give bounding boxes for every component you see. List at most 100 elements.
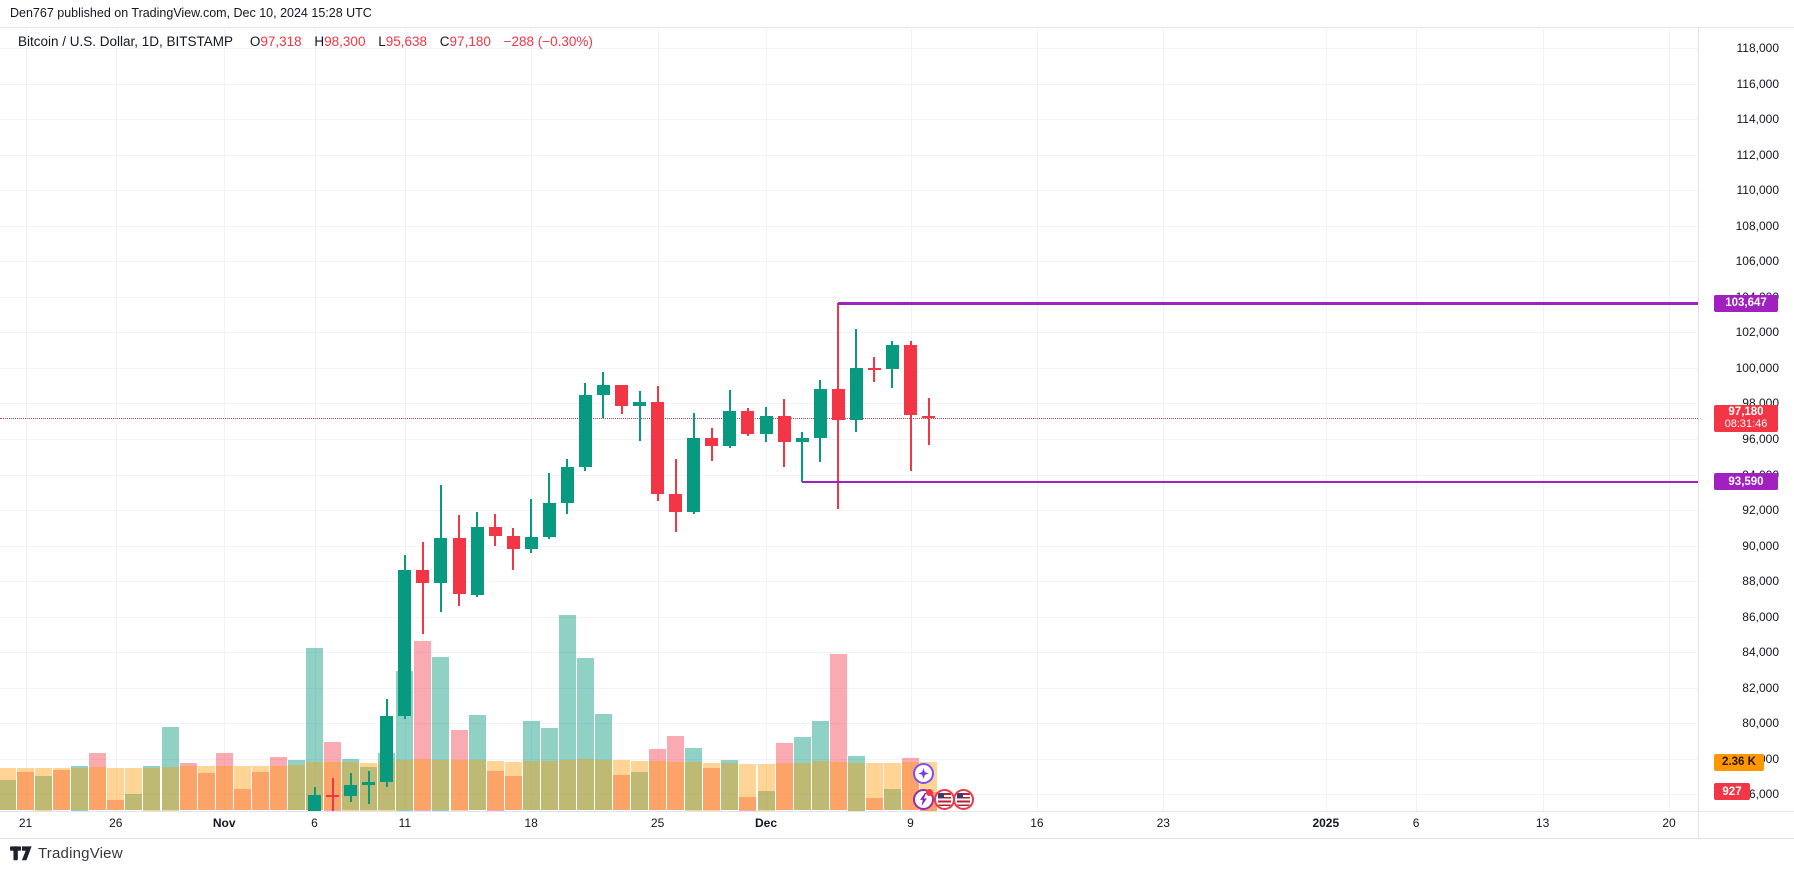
volume-ma-bar bbox=[811, 761, 829, 811]
horizontal-gridline bbox=[0, 261, 1698, 263]
attribution-text: Den767 published on TradingView.com, Dec… bbox=[10, 6, 372, 20]
vertical-gridline bbox=[1416, 27, 1418, 811]
volume-ma-bar bbox=[504, 761, 522, 811]
volume-bar bbox=[269, 757, 287, 811]
vertical-gridline bbox=[1669, 27, 1670, 811]
low-value: 95,638 bbox=[385, 34, 428, 49]
price-tick-label: 92,000 bbox=[1742, 503, 1779, 518]
horizontal-gridline bbox=[0, 154, 1698, 156]
current-price-line bbox=[0, 418, 1698, 419]
price-tick-label: 106,000 bbox=[1735, 254, 1779, 269]
time-tick-label: 23 bbox=[1156, 816, 1170, 830]
volume-bar bbox=[847, 755, 865, 811]
chart-bottom-border bbox=[0, 838, 1794, 839]
volume-ma-label: 2.36 K bbox=[1714, 753, 1764, 771]
volume-ma-bar bbox=[71, 767, 89, 811]
time-axis-separator bbox=[0, 811, 1794, 812]
volume-ma-bar bbox=[576, 759, 594, 811]
volume-bar bbox=[594, 713, 612, 811]
price-tick-label: 116,000 bbox=[1736, 76, 1780, 91]
lightning-event-icon[interactable] bbox=[912, 788, 934, 810]
candle-body bbox=[885, 344, 899, 370]
current-price-label: 97,180 08:31:46 bbox=[1714, 404, 1778, 432]
us-flag-event-icon[interactable] bbox=[952, 788, 974, 810]
support-line bbox=[802, 480, 1698, 484]
vertical-gridline bbox=[115, 27, 117, 811]
header-separator bbox=[0, 27, 1794, 28]
candle-body bbox=[362, 782, 376, 785]
volume-ma-bar bbox=[35, 768, 53, 811]
symbol-legend: Bitcoin / U.S. Dollar, 1D, BITSTAMP O97,… bbox=[18, 34, 593, 49]
volume-ma-bar bbox=[143, 768, 161, 811]
time-tick-label: Dec bbox=[754, 816, 778, 830]
volume-ma-bar bbox=[540, 760, 558, 811]
horizontal-gridline bbox=[0, 794, 1698, 796]
volume-bar bbox=[35, 776, 53, 811]
sparkle-event-icon[interactable] bbox=[912, 762, 934, 784]
high-value: 98,300 bbox=[324, 34, 366, 49]
candle-wick bbox=[512, 527, 515, 571]
volume-ma-bar bbox=[233, 765, 251, 811]
horizontal-gridline bbox=[0, 687, 1698, 689]
vertical-gridline bbox=[1325, 27, 1327, 811]
us-flag-event-icon[interactable] bbox=[933, 788, 955, 810]
open-label: O bbox=[249, 34, 261, 49]
close-label: C bbox=[439, 34, 450, 49]
price-axis[interactable]: 118,000 116,000 114,000 112,000 110,000 108,0… bbox=[1698, 27, 1794, 838]
volume-ma-bar bbox=[649, 761, 667, 811]
time-axis[interactable]: 21 26 Nov 6 11 18 25 Dec 9 16 23 2025 6 13 20 bbox=[0, 811, 1794, 838]
candle-body bbox=[398, 569, 412, 717]
open-value: 97,318 bbox=[260, 34, 302, 49]
volume-ma-bar bbox=[269, 765, 287, 811]
candle-wick bbox=[331, 778, 334, 811]
candle-body bbox=[651, 402, 665, 494]
volume-ma-bar bbox=[197, 766, 215, 811]
candle-body bbox=[560, 467, 574, 503]
volume-bar bbox=[432, 656, 450, 811]
volume-bar bbox=[287, 760, 305, 811]
horizontal-gridline bbox=[0, 616, 1698, 618]
volume-bar bbox=[576, 657, 594, 811]
price-tick-label: 114,000 bbox=[1736, 112, 1780, 127]
us-flag bbox=[956, 792, 970, 806]
candle-body bbox=[506, 535, 520, 550]
candle-body bbox=[488, 527, 502, 536]
volume-bar bbox=[414, 640, 432, 811]
volume-ma-bar bbox=[450, 760, 468, 811]
candle-body bbox=[344, 784, 358, 797]
volume-bar bbox=[631, 772, 649, 811]
time-tick-label: 16 bbox=[1030, 816, 1044, 830]
volume-bar bbox=[89, 753, 107, 811]
candle-body bbox=[615, 384, 628, 406]
horizontal-gridline bbox=[0, 119, 1698, 121]
chart-plot-area[interactable] bbox=[0, 27, 1698, 811]
horizontal-gridline bbox=[0, 581, 1698, 583]
volume-bar bbox=[306, 648, 323, 811]
us-flag bbox=[937, 792, 951, 806]
volume-ma-bar bbox=[287, 765, 305, 811]
candle-body bbox=[524, 536, 538, 550]
volume-ma-bar bbox=[179, 766, 197, 811]
candle-body bbox=[813, 388, 827, 438]
horizontal-gridline bbox=[0, 367, 1698, 369]
candle-body bbox=[633, 402, 647, 406]
candle-body bbox=[849, 368, 863, 420]
volume-ma-bar bbox=[847, 762, 865, 811]
price-tick-label: 88,000 bbox=[1742, 574, 1779, 589]
price-axis-separator bbox=[1698, 27, 1699, 838]
candle-wick bbox=[530, 499, 533, 553]
volume-ma-bar bbox=[53, 767, 71, 811]
time-tick-label: 20 bbox=[1662, 816, 1676, 830]
volume-bar bbox=[0, 779, 16, 811]
resistance-line bbox=[838, 302, 1698, 305]
time-tick-label: 18 bbox=[524, 816, 538, 830]
candle-wick bbox=[638, 390, 641, 442]
volume-bar bbox=[811, 720, 829, 811]
close-value: 97,180 bbox=[449, 34, 491, 49]
volume-bar bbox=[233, 788, 251, 811]
candle-body bbox=[741, 411, 755, 434]
price-tick-label: 80,000 bbox=[1742, 716, 1779, 731]
candle-body bbox=[308, 795, 321, 811]
candle-body bbox=[831, 388, 845, 420]
high-label: H bbox=[314, 34, 325, 49]
